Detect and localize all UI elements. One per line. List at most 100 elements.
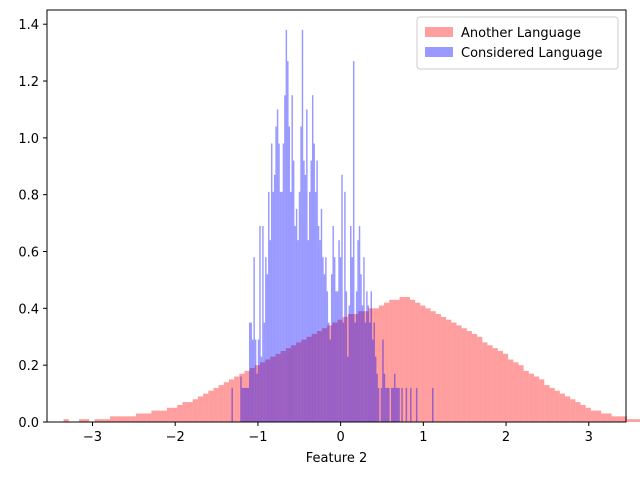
histogram-bar: [364, 322, 367, 422]
histogram-bar: [253, 257, 255, 422]
histogram-bar: [396, 387, 399, 422]
histogram-bar: [332, 322, 338, 422]
histogram-bar: [370, 291, 372, 422]
histogram-bar: [325, 257, 327, 422]
histogram-bar: [203, 393, 209, 422]
histogram-bar: [297, 240, 299, 422]
histogram-bar: [432, 387, 434, 422]
y-tick-label: 1.2: [18, 75, 39, 90]
histogram-bar: [378, 305, 385, 422]
histogram-bar: [291, 345, 297, 422]
y-axis-ticks: 0.0 0.2 0.4 0.6 0.8 1.0 1.2 1.4: [18, 18, 47, 431]
histogram-bar: [273, 174, 276, 422]
legend: Another Language Considered Language: [416, 16, 619, 70]
histogram-bar: [328, 322, 330, 422]
histogram-bar: [256, 373, 258, 422]
histogram-bar: [300, 126, 302, 422]
histogram-bar: [251, 339, 254, 422]
x-tick-label: 0: [336, 430, 344, 445]
histogram-bar: [425, 308, 431, 422]
histogram-bar: [231, 387, 233, 422]
histogram-bar: [337, 319, 343, 422]
histogram-bar: [296, 342, 302, 422]
histogram-bar: [347, 314, 354, 422]
histogram-bar: [358, 225, 361, 422]
histogram-bar: [311, 95, 314, 423]
histogram-bar: [389, 299, 395, 422]
histogram-bar: [358, 311, 364, 422]
histogram-bar: [385, 387, 387, 422]
histogram-bar: [213, 387, 219, 422]
histogram-bar: [367, 305, 370, 422]
histogram-bar: [249, 322, 251, 422]
histogram-bar: [559, 393, 565, 422]
histogram-bar: [319, 240, 321, 422]
histogram-bar: [471, 333, 478, 422]
histogram-bar: [394, 299, 400, 422]
histogram-bar: [392, 387, 394, 422]
histogram-bar: [331, 274, 333, 422]
histogram-bar: [243, 387, 245, 422]
histogram-bar: [63, 419, 69, 422]
histogram-bar: [601, 413, 607, 422]
y-tick-label: 0.8: [18, 189, 39, 204]
histogram-bar: [382, 339, 384, 422]
histogram-bar: [99, 419, 105, 422]
histogram-bar: [336, 291, 339, 422]
histogram-bar: [341, 174, 343, 422]
histogram-bar: [285, 348, 292, 422]
histogram-bar: [301, 339, 307, 422]
histogram-bar: [278, 143, 280, 423]
histogram-bar: [466, 331, 472, 422]
histogram-bar: [244, 370, 250, 422]
histogram-bar: [288, 126, 291, 422]
histogram-bar: [306, 109, 308, 422]
histogram-bar: [435, 314, 441, 422]
histogram-bar: [544, 385, 550, 422]
histogram-bar: [632, 419, 638, 422]
histogram-bar: [269, 240, 271, 422]
axes-frame: [46, 9, 627, 423]
histogram-bar: [430, 311, 436, 422]
histogram-bar: [247, 387, 250, 422]
histogram-bar: [223, 382, 229, 422]
histogram-bar: [311, 333, 317, 422]
histogram-bar: [275, 126, 277, 422]
histogram-bar: [549, 387, 555, 422]
histogram-bar: [310, 160, 312, 422]
histogram-bar: [518, 365, 524, 422]
histogram-bar: [301, 29, 304, 422]
histogram-bar: [388, 387, 390, 422]
histogram-bar: [342, 316, 348, 422]
histogram-bar: [161, 410, 167, 422]
histogram-bar: [130, 416, 136, 422]
histogram-bar: [246, 387, 248, 422]
histogram-bar: [410, 387, 412, 422]
histogram-bar: [303, 160, 305, 422]
histogram-bar: [621, 416, 628, 422]
histogram-bar: [368, 308, 374, 422]
histogram-bar: [239, 373, 245, 422]
y-tick-label: 0.6: [18, 246, 39, 261]
series-another-language-bars: [63, 296, 640, 422]
histogram-bar: [316, 160, 318, 422]
histogram-bar: [611, 416, 617, 422]
histogram-bar: [533, 376, 540, 422]
x-tick-label: 2: [502, 430, 510, 445]
histogram-bar: [361, 305, 364, 422]
histogram-bar: [377, 387, 380, 422]
histogram-bar: [306, 336, 312, 422]
histogram-bar: [320, 208, 323, 422]
histogram-bar: [332, 225, 334, 422]
histogram-bar: [502, 353, 509, 422]
histogram-bar: [528, 373, 534, 422]
histogram-bar: [323, 274, 326, 422]
histogram-bar: [249, 368, 255, 422]
histogram-bar: [244, 387, 247, 422]
histogram-bar: [585, 407, 591, 422]
histogram-bar: [565, 396, 571, 422]
histogram-bar: [360, 274, 362, 422]
histogram-bar: [270, 143, 273, 423]
histogram-bar: [373, 308, 379, 422]
